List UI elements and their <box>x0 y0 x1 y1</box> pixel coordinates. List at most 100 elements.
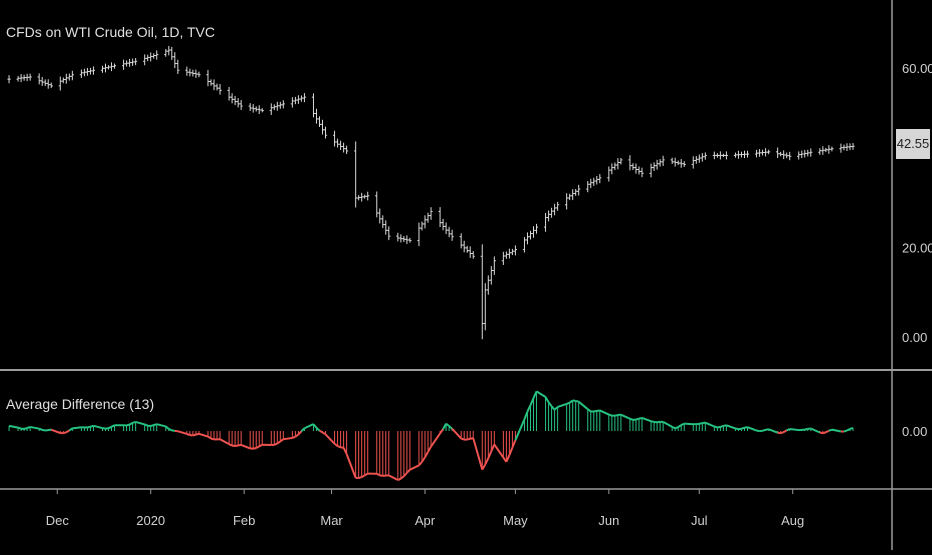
oscillator-line <box>515 419 524 440</box>
time-tick-label: May <box>503 513 528 528</box>
oscillator-line <box>723 425 726 426</box>
oscillator-line <box>196 434 199 435</box>
time-tick-label: 2020 <box>136 513 165 528</box>
price-tick-label: 20.00 <box>902 240 932 255</box>
oscillator-line <box>805 429 808 430</box>
oscillator-line <box>778 433 781 434</box>
oscillator-line <box>820 432 823 433</box>
oscillator-line <box>199 434 208 437</box>
oscillator-line <box>253 448 256 449</box>
oscillator-line <box>567 403 570 404</box>
oscillator-line <box>72 427 81 428</box>
oscillator-line <box>63 432 66 433</box>
oscillator-line <box>440 429 443 433</box>
oscillator-line <box>576 401 579 402</box>
oscillator-line <box>151 425 154 426</box>
oscillator-line <box>220 439 229 444</box>
oscillator-line <box>681 424 684 426</box>
oscillator-line <box>380 475 383 476</box>
oscillator-line <box>684 424 693 425</box>
oscillator-line <box>42 430 45 431</box>
oscillator-line <box>235 445 238 446</box>
oscillator-line <box>102 428 105 429</box>
time-tick-label: Feb <box>233 513 255 528</box>
oscillator-line <box>790 429 799 430</box>
oscillator-line <box>744 427 747 428</box>
time-tick-label: Jul <box>691 513 708 528</box>
oscillator-line <box>347 454 356 478</box>
oscillator-line <box>763 430 766 431</box>
time-tick-label: Dec <box>46 513 70 528</box>
time-tick-label: Mar <box>320 513 343 528</box>
oscillator-line <box>90 426 93 427</box>
oscillator-line <box>187 434 190 435</box>
oscillator-line <box>642 418 651 421</box>
oscillator-line <box>178 431 187 434</box>
main-chart-title: CFDs on WTI Crude Oil, 1D, TVC <box>6 24 215 40</box>
oscillator-line <box>630 419 633 420</box>
oscillator-line <box>832 430 841 432</box>
oscillator-line <box>241 445 250 448</box>
oscillator-line <box>157 424 166 426</box>
oscillator-line <box>826 431 829 433</box>
oscillator-line <box>639 418 642 419</box>
oscillator-line <box>93 426 102 428</box>
oscillator-line <box>573 400 576 401</box>
oscillator-line <box>558 404 567 407</box>
oscillator-line <box>136 422 145 425</box>
oscillator-line <box>431 433 440 446</box>
oscillator-line <box>398 479 401 480</box>
oscillator-line <box>127 425 130 426</box>
oscillator-line <box>27 427 30 428</box>
oscillator-line <box>66 430 69 432</box>
oscillator-line <box>672 427 675 428</box>
oscillator-line <box>675 427 678 428</box>
oscillator-line <box>651 421 654 422</box>
oscillator-line <box>714 427 717 428</box>
oscillator-line <box>87 427 90 428</box>
oscillator-line <box>781 432 784 433</box>
time-tick-label: Jun <box>598 513 619 528</box>
oscillator-line <box>112 425 115 427</box>
oscillator-line <box>811 429 820 433</box>
oscillator-line <box>741 428 744 429</box>
oscillator-line <box>229 444 232 445</box>
oscillator-line <box>769 429 778 432</box>
time-tick-label: Aug <box>781 513 804 528</box>
oscillator-line <box>389 475 398 480</box>
oscillator-line <box>193 435 196 436</box>
oscillator-line <box>621 415 630 419</box>
oscillator-line <box>319 431 322 433</box>
oscillator-line <box>24 428 27 429</box>
time-tick-label: Apr <box>415 513 436 528</box>
oscillator-line <box>48 430 51 431</box>
oscillator-line <box>494 444 503 457</box>
oscillator-line <box>452 429 461 439</box>
oscillator-line <box>847 429 850 431</box>
oscillator-line <box>51 430 60 433</box>
oscillator-line <box>283 438 292 439</box>
oscillator-line <box>473 438 482 469</box>
last-price-tag: 42.55 <box>896 129 930 159</box>
oscillator-line <box>256 446 259 448</box>
oscillator-line <box>467 439 470 440</box>
oscillator-line <box>9 426 18 428</box>
oscillator-line <box>133 422 136 423</box>
oscillator-line <box>274 444 277 445</box>
oscillator-line <box>39 429 42 430</box>
oscillator-line <box>304 424 313 428</box>
oscillator-line <box>30 427 39 429</box>
oscillator-line <box>109 427 112 428</box>
oscillator-line <box>766 429 769 430</box>
oscillator-line <box>461 439 464 440</box>
oscillator-line <box>636 419 639 420</box>
oscillator-line <box>726 425 735 428</box>
oscillator-line <box>615 415 618 416</box>
oscillator-line <box>537 391 546 397</box>
oscillator-line <box>850 428 853 429</box>
oscillator-line <box>829 430 832 431</box>
oscillator-line <box>594 411 597 412</box>
oscillator-line <box>787 429 790 430</box>
